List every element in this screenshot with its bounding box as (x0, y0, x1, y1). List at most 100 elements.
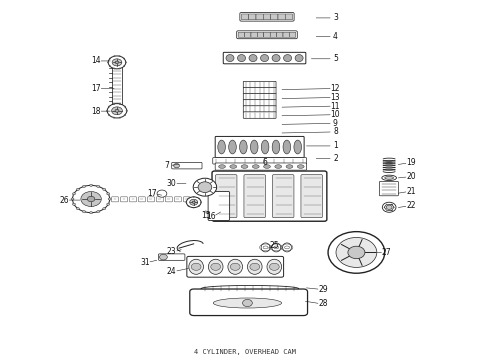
Circle shape (119, 56, 121, 57)
Text: 12: 12 (331, 84, 340, 93)
Circle shape (123, 58, 125, 59)
Circle shape (73, 185, 110, 213)
FancyBboxPatch shape (156, 197, 163, 202)
Circle shape (119, 117, 121, 118)
Ellipse shape (382, 175, 396, 180)
Circle shape (230, 263, 240, 270)
Circle shape (200, 202, 201, 203)
Circle shape (124, 106, 125, 107)
Text: 11: 11 (331, 102, 340, 111)
FancyBboxPatch shape (172, 162, 202, 169)
Circle shape (188, 198, 189, 199)
Circle shape (73, 193, 75, 195)
Circle shape (336, 238, 377, 267)
Circle shape (157, 190, 167, 197)
Ellipse shape (272, 243, 281, 252)
Circle shape (87, 196, 95, 202)
Ellipse shape (247, 259, 262, 274)
FancyBboxPatch shape (240, 13, 294, 21)
Ellipse shape (264, 165, 270, 168)
FancyBboxPatch shape (276, 32, 283, 37)
Circle shape (115, 109, 119, 112)
Ellipse shape (198, 182, 212, 193)
Circle shape (186, 202, 187, 203)
Text: 26: 26 (59, 195, 69, 204)
Circle shape (114, 68, 115, 69)
Ellipse shape (249, 55, 257, 62)
Ellipse shape (193, 178, 217, 196)
FancyBboxPatch shape (166, 197, 172, 202)
Circle shape (82, 185, 85, 188)
FancyBboxPatch shape (216, 175, 237, 218)
Text: 23: 23 (167, 247, 176, 256)
Circle shape (107, 203, 110, 205)
Text: 18: 18 (91, 107, 101, 116)
FancyBboxPatch shape (212, 171, 327, 221)
FancyBboxPatch shape (215, 163, 307, 170)
FancyBboxPatch shape (129, 197, 136, 202)
Circle shape (250, 263, 260, 270)
Circle shape (90, 184, 93, 186)
Text: 8: 8 (333, 127, 338, 136)
Polygon shape (112, 66, 122, 108)
Ellipse shape (229, 140, 236, 154)
Circle shape (126, 110, 127, 111)
Ellipse shape (267, 259, 282, 274)
Circle shape (107, 104, 127, 118)
Circle shape (173, 163, 179, 168)
Ellipse shape (295, 55, 303, 62)
Circle shape (198, 206, 199, 207)
Ellipse shape (218, 140, 225, 154)
Ellipse shape (219, 165, 225, 168)
Text: 13: 13 (331, 93, 340, 102)
FancyBboxPatch shape (187, 256, 284, 277)
FancyBboxPatch shape (237, 31, 297, 39)
Circle shape (123, 66, 125, 67)
Circle shape (107, 193, 110, 195)
FancyBboxPatch shape (257, 32, 264, 37)
Text: 16: 16 (206, 212, 216, 221)
Text: 2: 2 (333, 154, 338, 163)
Ellipse shape (261, 140, 269, 154)
Circle shape (97, 211, 99, 213)
FancyBboxPatch shape (244, 106, 276, 112)
FancyBboxPatch shape (174, 197, 181, 202)
Circle shape (270, 263, 279, 270)
FancyBboxPatch shape (272, 175, 294, 218)
Ellipse shape (228, 259, 243, 274)
Circle shape (115, 61, 119, 64)
Circle shape (107, 62, 109, 63)
Text: 27: 27 (382, 248, 392, 257)
Circle shape (188, 206, 189, 207)
Circle shape (191, 263, 201, 270)
Circle shape (103, 188, 106, 190)
Ellipse shape (238, 55, 245, 62)
FancyBboxPatch shape (379, 181, 398, 196)
Ellipse shape (283, 243, 292, 252)
FancyBboxPatch shape (264, 32, 270, 37)
FancyBboxPatch shape (112, 197, 119, 202)
Ellipse shape (241, 165, 248, 168)
Text: 19: 19 (406, 158, 416, 167)
Ellipse shape (252, 165, 259, 168)
FancyBboxPatch shape (301, 175, 322, 218)
Circle shape (124, 114, 125, 116)
Ellipse shape (283, 140, 291, 154)
FancyBboxPatch shape (263, 14, 270, 20)
Circle shape (193, 207, 194, 208)
Ellipse shape (272, 140, 280, 154)
Circle shape (103, 208, 106, 210)
FancyBboxPatch shape (245, 32, 251, 37)
FancyBboxPatch shape (159, 254, 185, 260)
Text: 29: 29 (318, 285, 328, 294)
Circle shape (211, 263, 220, 270)
Circle shape (73, 203, 75, 205)
FancyBboxPatch shape (283, 32, 290, 37)
Circle shape (328, 231, 385, 273)
Circle shape (97, 185, 99, 188)
Ellipse shape (213, 298, 282, 308)
Circle shape (106, 110, 108, 111)
Circle shape (386, 205, 392, 210)
FancyBboxPatch shape (215, 136, 304, 158)
FancyBboxPatch shape (244, 112, 276, 118)
